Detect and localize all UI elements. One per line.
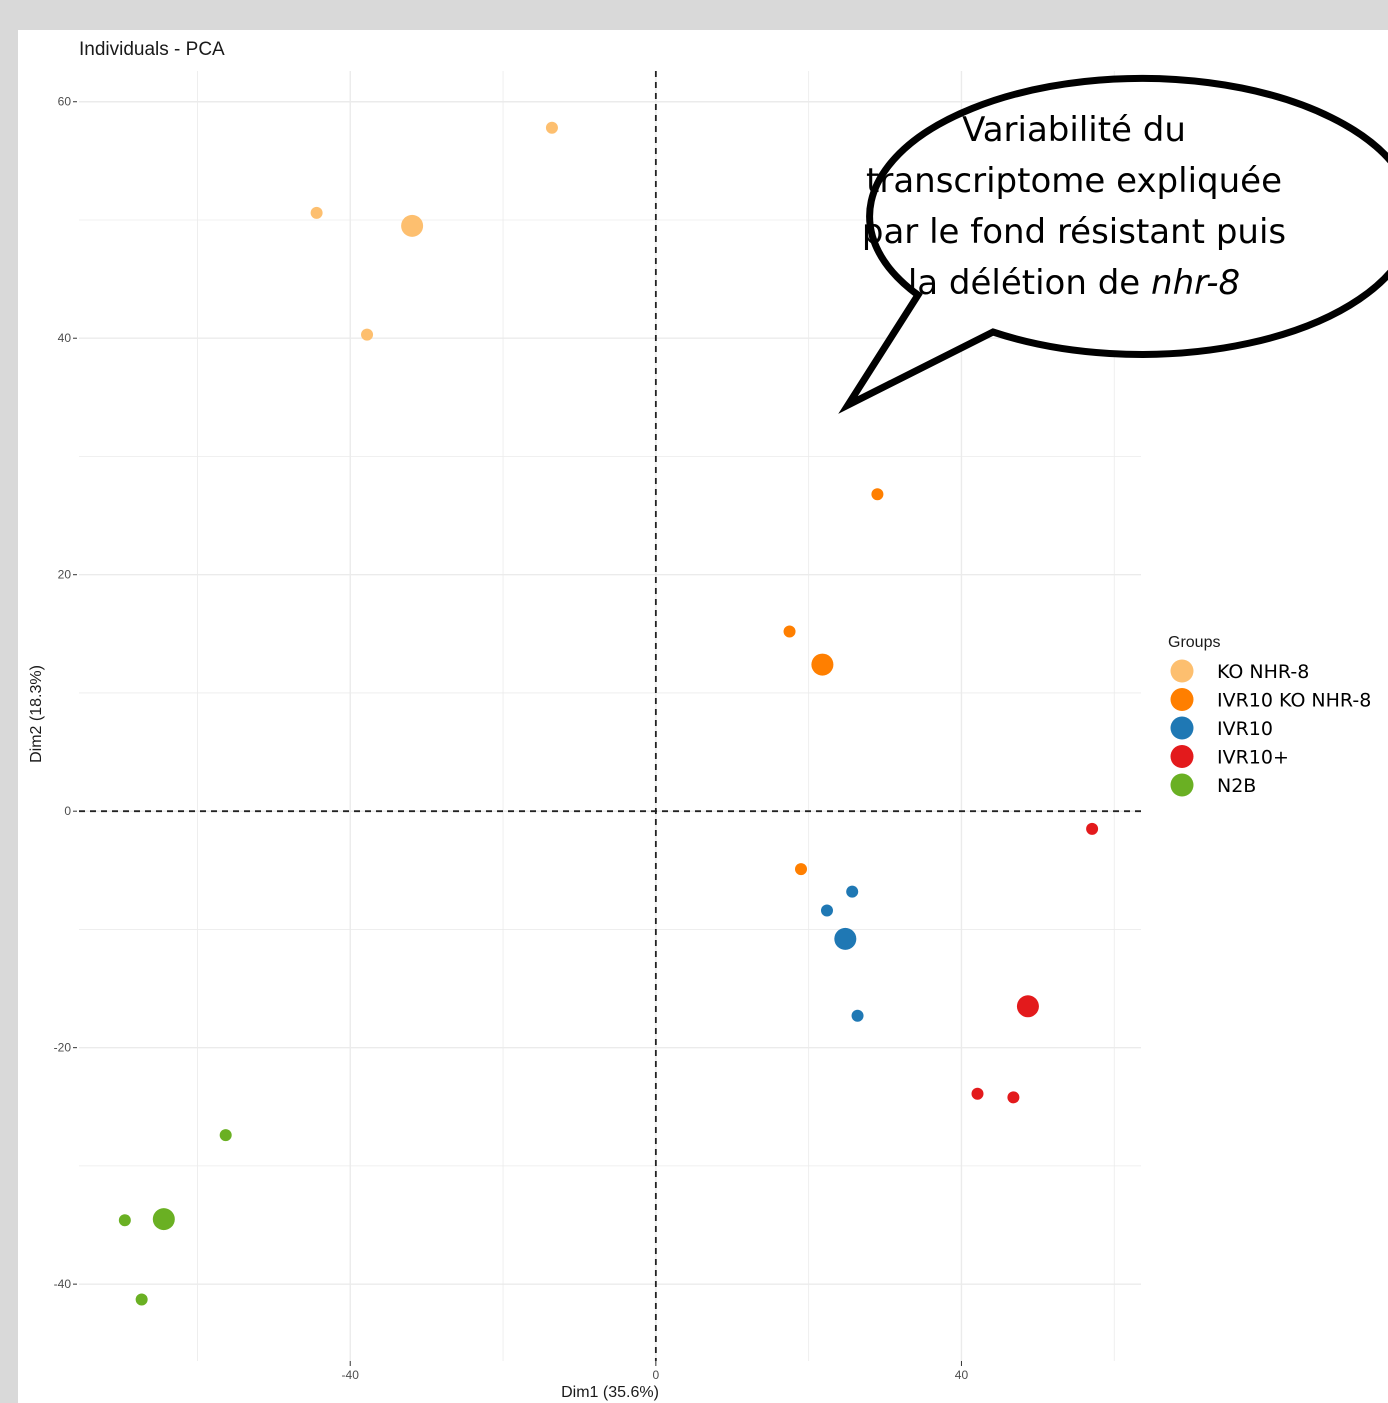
data-point (361, 328, 374, 341)
annotation-line-3: par le fond résistant puis (862, 212, 1286, 252)
data-point (1007, 1091, 1020, 1104)
plot-panel: -40 0 40 60 40 20 0 -20 -40 Individuals - PCA D… (18, 30, 1388, 1403)
y-axis-title: Dim2 (18.3%) (28, 665, 45, 763)
data-points (118, 121, 1099, 1306)
y-tick-label: 0 (64, 804, 71, 818)
data-point (219, 1129, 232, 1142)
legend-title: Groups (1168, 634, 1220, 651)
data-point (118, 1214, 131, 1227)
chart-title: Individuals - PCA (79, 39, 225, 60)
group-centroid (811, 653, 834, 676)
legend-label: N2B (1217, 775, 1256, 797)
data-point (783, 625, 796, 638)
x-tick-label: -40 (342, 1368, 360, 1382)
annotation-line-4-prefix: la délétion de (908, 263, 1151, 303)
reference-lines (79, 71, 1141, 1361)
x-tick-label: 40 (955, 1368, 969, 1382)
x-axis-title: Dim1 (35.6%) (561, 1384, 659, 1401)
legend-label: IVR10 KO NHR-8 (1217, 690, 1371, 712)
data-point (545, 121, 558, 134)
data-point (310, 206, 323, 219)
annotation-line-1: Variabilité du (962, 110, 1186, 150)
data-point (871, 488, 884, 501)
legend-key (1170, 688, 1194, 711)
data-point (851, 1009, 864, 1022)
y-tick-label: 40 (58, 331, 72, 345)
legend-key (1170, 716, 1194, 740)
legend-key (1170, 773, 1194, 797)
group-centroid (1016, 995, 1039, 1018)
legend-key (1170, 745, 1194, 768)
annotation-line-2: transcriptome expliquée (866, 161, 1282, 201)
y-tick-label: -20 (54, 1041, 72, 1055)
group-centroid (834, 927, 857, 950)
legend-label: IVR10 (1217, 718, 1273, 740)
x-tick-label: 0 (652, 1368, 659, 1382)
pca-scatter-chart: -40 0 40 60 40 20 0 -20 -40 Individuals - PCA D… (28, 39, 1388, 1401)
group-centroid (401, 214, 424, 237)
x-axis-ticks: -40 0 40 (342, 1361, 969, 1382)
annotation-line-4: la délétion de nhr-8 (908, 263, 1240, 303)
legend: Groups KO NHR-8 IVR10 KO NHR-8 IVR10 IVR10+… (1168, 634, 1371, 797)
speech-bubble-annotation: Variabilité du transcriptome expliquée p… (838, 74, 1388, 414)
legend-label: KO NHR-8 (1217, 661, 1309, 683)
data-point (846, 885, 859, 898)
y-tick-label: 20 (58, 568, 72, 582)
y-tick-label: -40 (54, 1277, 72, 1291)
speech-bubble-shape (838, 74, 1388, 414)
data-point (795, 863, 808, 876)
y-tick-label: 60 (58, 95, 72, 109)
y-axis-ticks: 60 40 20 0 -20 -40 (54, 95, 77, 1291)
data-point (135, 1293, 148, 1306)
data-point (820, 904, 833, 917)
legend-label: IVR10+ (1217, 747, 1289, 769)
group-centroid (152, 1208, 175, 1231)
annotation-gene-name: nhr-8 (1151, 263, 1240, 303)
legend-key (1170, 659, 1194, 683)
data-point (971, 1087, 984, 1100)
data-point (1086, 822, 1099, 835)
